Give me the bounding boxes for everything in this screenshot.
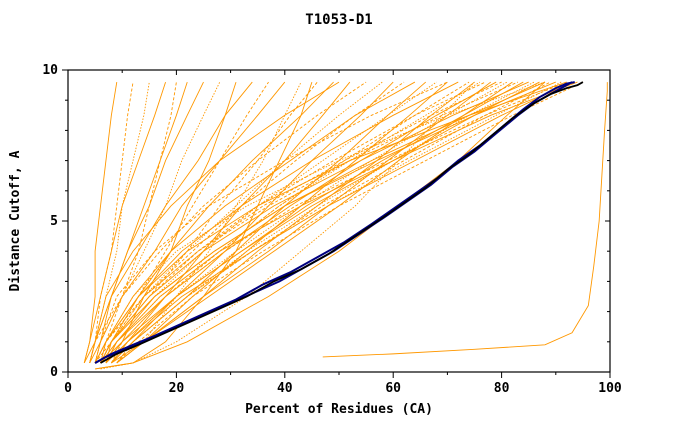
plot-area: 0 20 40 60 80 100 0 5 10 — [42, 63, 622, 396]
model-curve — [105, 81, 567, 364]
x-tick-label: 20 — [169, 381, 185, 396]
highlight-navy-2 — [94, 81, 575, 364]
model-curve — [116, 81, 584, 364]
model-curve — [100, 81, 529, 364]
model-curve — [111, 81, 562, 364]
model-curve — [94, 82, 177, 364]
y-tick-label: 5 — [50, 214, 58, 229]
model-curve — [100, 81, 437, 364]
chart-title: T1053-D1 — [305, 12, 372, 28]
model-curve — [111, 81, 394, 364]
model-curve — [95, 81, 313, 370]
y-tick-label: 0 — [50, 365, 58, 380]
model-curve — [100, 81, 546, 364]
model-curve — [89, 81, 367, 364]
y-axis-label: Distance Cutoff, A — [8, 150, 23, 291]
model-curve — [89, 81, 340, 364]
model-curve — [94, 81, 459, 364]
model-curve — [100, 81, 556, 364]
model-curve — [94, 81, 405, 364]
x-tick-label: 100 — [598, 381, 622, 396]
model-curve — [111, 81, 508, 364]
model-curve — [116, 81, 551, 364]
model-curve — [105, 81, 573, 364]
model-curve — [89, 81, 286, 364]
model-curve — [94, 81, 416, 364]
model-curve — [105, 81, 540, 364]
model-curve — [110, 81, 567, 364]
x-axis-label: Percent of Residues (CA) — [245, 402, 433, 417]
model-curve — [95, 81, 546, 370]
model-curve — [322, 82, 608, 358]
model-curve — [100, 81, 497, 364]
model-curve — [94, 81, 204, 364]
x-tick-label: 40 — [277, 381, 293, 396]
model-curve — [83, 82, 118, 364]
x-tick-label: 80 — [494, 381, 510, 396]
model-curve — [89, 82, 134, 364]
y-tick-label: 10 — [42, 63, 58, 78]
x-tick-label: 60 — [385, 381, 401, 396]
model-curve — [100, 81, 383, 364]
model-curve — [94, 81, 519, 364]
model-curve — [105, 81, 578, 364]
model-curve — [116, 81, 535, 364]
highlight-black — [100, 81, 584, 364]
model-curve — [83, 81, 166, 364]
model-curve — [89, 81, 188, 364]
model-curve — [100, 81, 334, 364]
model-curve — [100, 81, 486, 364]
x-tick-label: 0 — [64, 381, 72, 396]
model-curve — [100, 81, 475, 370]
